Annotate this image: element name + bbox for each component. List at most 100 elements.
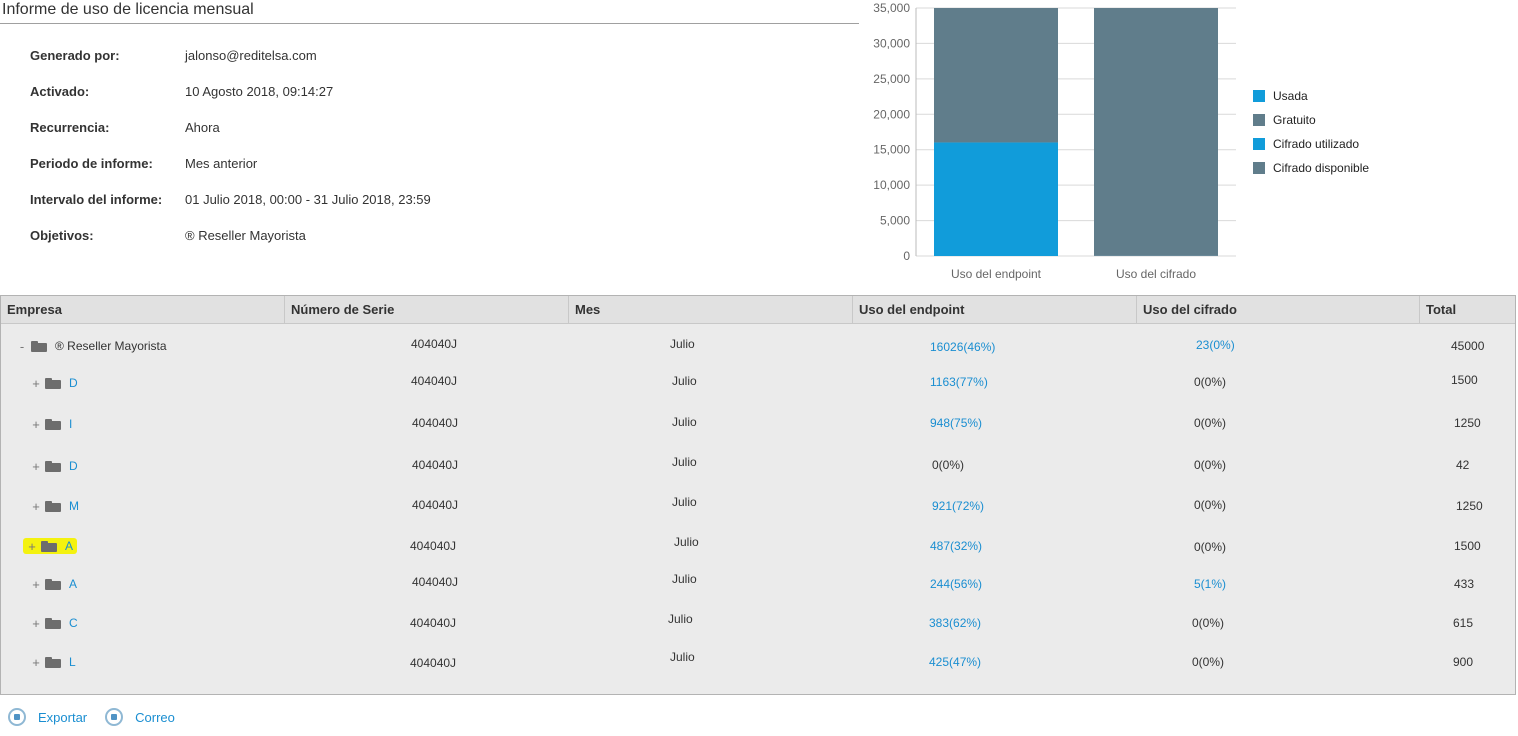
expand-toggle[interactable]: + — [28, 538, 36, 554]
expand-toggle[interactable]: + — [32, 458, 40, 474]
endpoint-usage-link[interactable]: 487(32%) — [930, 539, 983, 553]
legend-swatch — [1253, 114, 1265, 126]
serial-number: 404040J — [412, 498, 459, 512]
endpoint-usage-link[interactable]: 244(56%) — [930, 577, 983, 591]
encryption-usage: 0(0%) — [1192, 616, 1225, 630]
serial-number: 404040J — [411, 374, 458, 388]
encryption-usage-link[interactable]: 23(0%) — [1196, 338, 1235, 352]
email-button[interactable]: Correo — [105, 708, 175, 726]
company-link[interactable]: C — [69, 616, 78, 630]
company-link[interactable]: L — [69, 655, 76, 669]
footer-actions: Exportar Correo — [8, 708, 193, 726]
total: 1500 — [1451, 373, 1478, 387]
folder-icon — [45, 617, 61, 629]
license-usage-chart: 35,000 30,000 25,000 20,000 15,000 10,000 5,00… — [873, 1, 1369, 281]
y-tick-label: 10,000 — [873, 178, 910, 192]
month: Julio — [668, 612, 693, 626]
month: Julio — [674, 535, 699, 549]
y-tick-label: 35,000 — [873, 1, 910, 15]
month: Julio — [672, 455, 697, 469]
endpoint-usage-link[interactable]: 425(47%) — [929, 655, 982, 669]
expand-toggle[interactable]: + — [32, 615, 40, 631]
serial-number: 404040J — [412, 416, 459, 430]
export-button[interactable]: Exportar — [8, 708, 87, 726]
endpoint-usage: 0(0%) — [932, 458, 965, 472]
encryption-usage-link[interactable]: 5(1%) — [1194, 577, 1227, 591]
table-row: + A 404040J Julio 487(32%) 0(0%) 1500 — [1, 529, 1515, 567]
table-row: + A 404040J Julio 244(56%) 5(1%) 433 — [1, 568, 1515, 606]
legend-swatch — [1253, 138, 1265, 150]
legend-label[interactable]: Cifrado disponible — [1273, 161, 1369, 175]
table-row: - ® Reseller Mayorista 404040J Julio 160… — [1, 330, 1515, 368]
total: 433 — [1454, 577, 1475, 591]
meta-value: 01 Julio 2018, 00:00 - 31 Julio 2018, 23… — [185, 192, 431, 207]
company-link[interactable]: D — [69, 376, 78, 390]
export-label: Exportar — [38, 709, 88, 725]
endpoint-usage-link[interactable]: 16026(46%) — [930, 340, 996, 354]
meta-label: Intervalo del informe: — [30, 192, 163, 207]
y-tick-label: 20,000 — [873, 107, 910, 121]
meta-value: ® Reseller Mayorista — [185, 228, 306, 243]
serial-number: 404040J — [410, 539, 457, 553]
expand-toggle[interactable]: + — [32, 416, 40, 432]
col-header-encryption-usage[interactable]: Uso del cifrado — [1137, 296, 1420, 324]
company-link[interactable]: A — [65, 539, 74, 553]
month: Julio — [670, 337, 695, 351]
col-header-month[interactable]: Mes — [569, 296, 853, 324]
serial-number: 404040J — [412, 458, 459, 472]
highlight-marker: + A — [23, 538, 78, 554]
col-header-endpoint-usage[interactable]: Uso del endpoint — [853, 296, 1137, 324]
endpoint-usage-link[interactable]: 948(75%) — [930, 416, 983, 430]
legend-label[interactable]: Cifrado utilizado — [1273, 137, 1359, 151]
bar-segment[interactable] — [934, 8, 1058, 143]
folder-icon — [45, 377, 61, 389]
table-header: Empresa Número de Serie Mes Uso del endp… — [1, 296, 1515, 324]
meta-label: Recurrencia: — [30, 120, 110, 135]
legend-swatch — [1253, 162, 1265, 174]
company-link[interactable]: A — [69, 577, 78, 591]
title-divider — [0, 23, 859, 24]
endpoint-usage-link[interactable]: 1163(77%) — [930, 375, 988, 389]
meta-value: 10 Agosto 2018, 09:14:27 — [185, 84, 334, 99]
total: 1500 — [1454, 539, 1481, 553]
expand-toggle[interactable]: + — [32, 498, 40, 514]
legend-label[interactable]: Usada — [1273, 89, 1308, 103]
company-link[interactable]: M — [69, 499, 79, 513]
company-link[interactable]: I — [69, 417, 73, 431]
email-icon — [105, 708, 124, 726]
col-header-company[interactable]: Empresa — [1, 296, 285, 324]
table-row: + C 404040J Julio 383(62%) 0(0%) 615 — [1, 607, 1515, 645]
serial-number: 404040J — [410, 656, 457, 670]
encryption-usage: 0(0%) — [1194, 416, 1227, 430]
col-header-serial[interactable]: Número de Serie — [285, 296, 569, 324]
meta-label: Periodo de informe: — [30, 156, 153, 171]
legend-swatch — [1253, 90, 1265, 102]
endpoint-usage-link[interactable]: 383(62%) — [929, 616, 982, 630]
report-title: Informe de uso de licencia mensual — [2, 1, 254, 18]
month: Julio — [672, 495, 697, 509]
y-tick-label: 30,000 — [873, 36, 910, 50]
y-tick-label: 25,000 — [873, 72, 910, 86]
col-header-total[interactable]: Total — [1426, 302, 1457, 317]
month: Julio — [672, 572, 697, 586]
bar-segment[interactable] — [1094, 8, 1218, 256]
expand-toggle[interactable]: + — [32, 654, 40, 670]
encryption-usage: 0(0%) — [1192, 655, 1225, 669]
company-link[interactable]: D — [69, 459, 78, 473]
endpoint-usage-link[interactable]: 921(72%) — [932, 499, 985, 513]
encryption-usage: 0(0%) — [1194, 498, 1227, 512]
month: Julio — [672, 415, 697, 429]
x-tick-label: Uso del endpoint — [951, 267, 1042, 281]
table-row: + D 404040J Julio 0(0%) 0(0%) 42 — [1, 448, 1515, 486]
collapse-toggle[interactable]: - — [19, 338, 25, 354]
y-tick-label: 5,000 — [880, 214, 910, 228]
folder-icon — [45, 500, 61, 512]
bar-segment[interactable] — [934, 142, 1058, 256]
expand-toggle[interactable]: + — [32, 576, 40, 592]
meta-value: jalonso@reditelsa.com — [185, 48, 317, 63]
expand-toggle[interactable]: + — [32, 375, 40, 391]
table-row: + L 404040J Julio 425(47%) 0(0%) 900 — [1, 646, 1515, 684]
encryption-usage: 0(0%) — [1194, 375, 1227, 389]
legend-label[interactable]: Gratuito — [1273, 113, 1316, 127]
email-label: Correo — [135, 709, 175, 725]
